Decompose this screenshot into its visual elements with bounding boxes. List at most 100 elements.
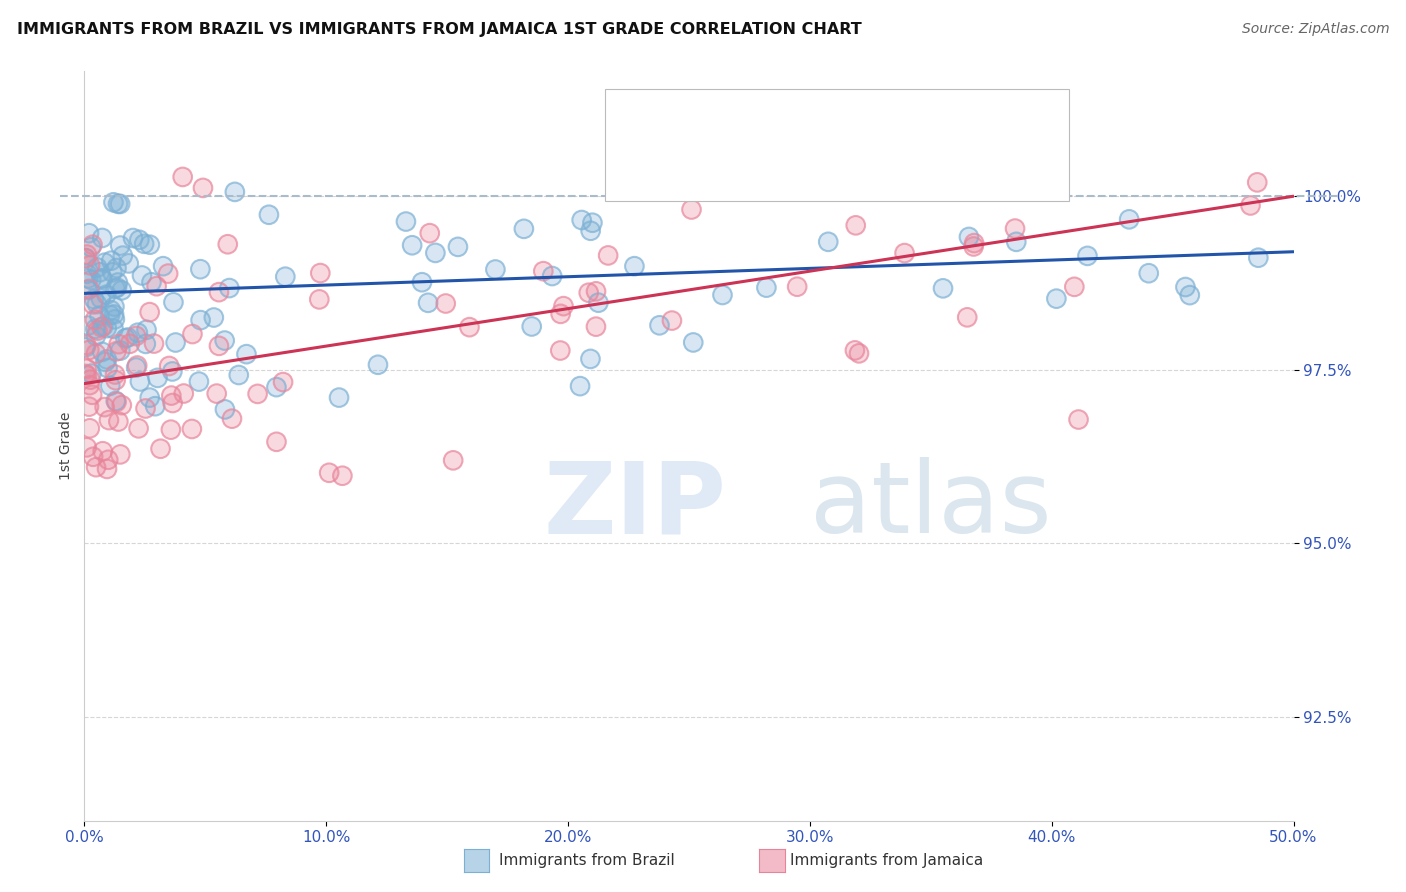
Point [86,260,108,275]
Point [96,462,118,476]
Point [110,343,132,358]
Point [152,259,174,273]
Point [135,323,157,337]
Point [758,173,780,187]
Point [76,441,98,455]
Point [617,160,640,174]
Point [100,303,122,318]
Point [96,361,118,376]
Point [90,271,112,285]
Point [1178,288,1201,302]
Point [191,181,214,195]
Point [920,154,942,169]
Text: R =  0.300   N =  96: R = 0.300 N = 96 [671,153,889,171]
Point [77,282,100,296]
Text: Immigrants from Jamaica: Immigrants from Jamaica [790,854,983,868]
Point [1137,266,1160,280]
Point [127,326,149,340]
Point [104,282,127,296]
Point [80,273,103,287]
Point [513,222,536,236]
Point [711,288,734,302]
Point [1239,198,1261,212]
Point [76,361,98,376]
Point [89,265,111,279]
Point [107,196,129,211]
Point [143,336,166,351]
Point [146,371,169,385]
Point [541,268,564,283]
Point [1045,292,1067,306]
Point [447,240,470,254]
Point [75,367,97,381]
Point [128,233,150,247]
Point [956,310,979,325]
Point [108,238,131,252]
Point [682,335,704,350]
Point [266,434,288,449]
Point [75,340,97,354]
Point [190,262,212,277]
Point [84,460,107,475]
Point [1118,212,1140,227]
Point [76,361,98,376]
Point [100,253,122,268]
Point [308,293,330,307]
Point [755,280,778,294]
Point [157,267,180,281]
Point [91,444,114,458]
Point [441,453,464,467]
Point [531,264,554,278]
Point [585,319,607,334]
Point [104,393,127,408]
Point [77,226,100,240]
Point [162,396,184,410]
Point [91,344,114,359]
Point [89,265,111,279]
Point [266,380,288,394]
Point [118,336,141,351]
Point [131,268,153,283]
Point [94,355,117,369]
Point [598,248,620,262]
Point [125,329,148,343]
Point [318,466,340,480]
Point [932,281,955,295]
Point [1076,249,1098,263]
Point [97,413,120,427]
Point [103,308,125,322]
Point [786,279,808,293]
Point [125,360,148,375]
Point [758,173,780,187]
Point [893,246,915,260]
Point [434,296,457,310]
Point [214,402,236,417]
Point [80,367,103,381]
Point [84,329,107,343]
Point [75,367,97,381]
Point [103,300,125,314]
Point [416,295,439,310]
Point [208,285,231,300]
Point [104,312,127,326]
Point [76,441,98,455]
Point [949,179,972,194]
Point [181,326,204,341]
Point [202,310,225,325]
Point [79,421,101,435]
Point [79,378,101,392]
Point [309,266,332,280]
Point [125,360,148,375]
Point [80,367,103,381]
Point [623,259,645,273]
Point [84,322,107,336]
Point [208,285,231,300]
Point [82,388,104,402]
Point [82,388,104,402]
Point [401,238,423,252]
Point [681,202,703,217]
Point [105,344,128,359]
Point [187,375,209,389]
Point [134,236,156,251]
Point [553,299,575,313]
